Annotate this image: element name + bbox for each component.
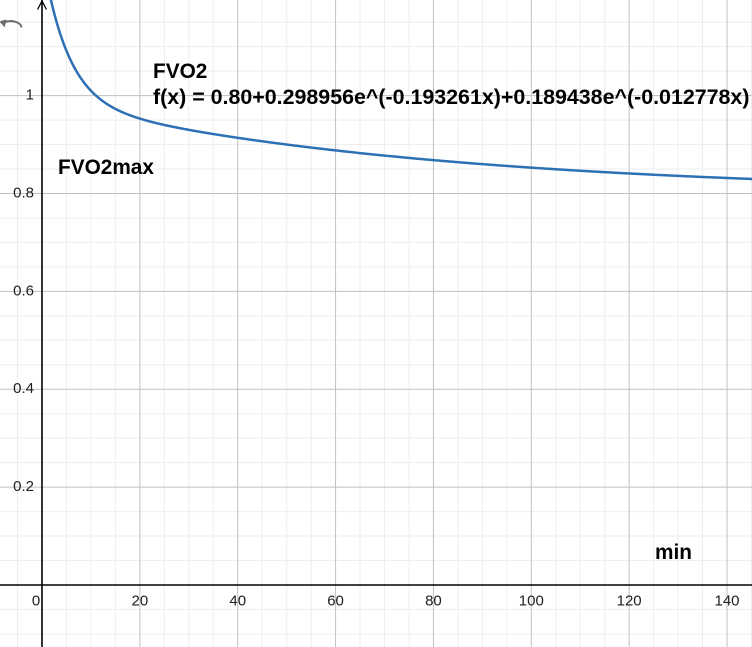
svg-text:60: 60 — [327, 592, 344, 609]
svg-text:0: 0 — [32, 592, 40, 609]
svg-text:140: 140 — [714, 592, 739, 609]
svg-text:1: 1 — [26, 87, 34, 104]
svg-text:100: 100 — [519, 592, 544, 609]
svg-text:0.2: 0.2 — [13, 478, 34, 495]
svg-text:20: 20 — [132, 592, 149, 609]
svg-text:120: 120 — [617, 592, 642, 609]
svg-text:40: 40 — [229, 592, 246, 609]
svg-text:0.4: 0.4 — [13, 380, 34, 397]
svg-text:80: 80 — [425, 592, 442, 609]
svg-text:0.6: 0.6 — [13, 282, 34, 299]
svg-text:0.8: 0.8 — [13, 184, 34, 201]
